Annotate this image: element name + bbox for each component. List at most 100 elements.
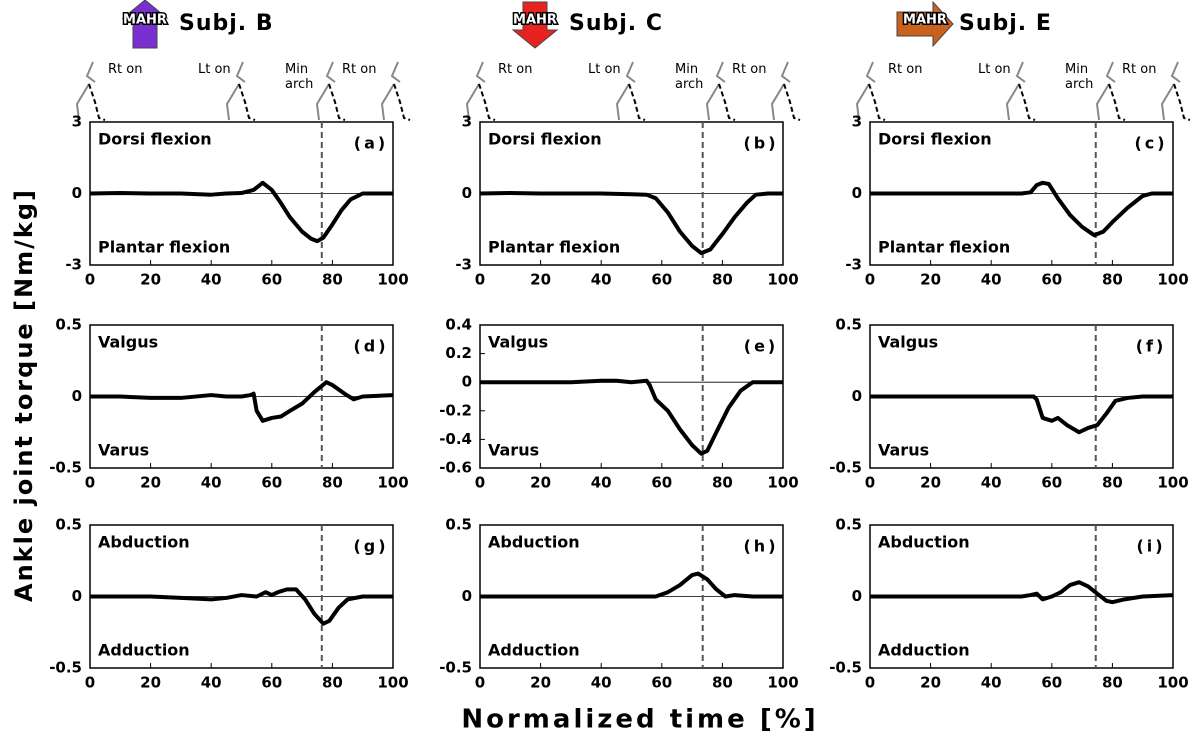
plot-frame: [479, 324, 784, 469]
y-tick-label: 3: [72, 113, 82, 131]
x-tick-label: 40: [591, 474, 612, 492]
y-tick-label: 3: [852, 113, 862, 131]
panel-label: (h): [743, 537, 778, 556]
upper-label: Valgus: [488, 333, 548, 352]
x-tick-label: 60: [651, 271, 672, 289]
x-tick-label: 80: [712, 271, 733, 289]
y-tick-label: -0.6: [439, 459, 472, 477]
x-tick-label: 20: [920, 474, 941, 492]
x-axis-label: Normalized time [%]: [461, 705, 818, 735]
x-tick-label: 60: [1041, 271, 1062, 289]
stick-figure: [1005, 61, 1026, 121]
x-tick-label: 100: [767, 674, 798, 692]
panel-label: (a): [354, 134, 388, 153]
x-tick-label: 20: [920, 271, 941, 289]
x-tick-label: 80: [1102, 474, 1123, 492]
x-tick-label: 0: [475, 674, 485, 692]
upper-label: Abduction: [98, 533, 190, 552]
y-tick-label: 0.4: [445, 316, 472, 334]
x-tick-label: 20: [530, 474, 551, 492]
x-tick-label: 60: [261, 271, 282, 289]
data-line: [90, 380, 394, 423]
stick-figure: [770, 61, 791, 121]
lower-label: Varus: [878, 441, 929, 460]
x-tick-label: 0: [85, 474, 95, 492]
x-tick-label: 60: [651, 674, 672, 692]
panel-label: (c): [1134, 134, 1167, 153]
y-tick-label: -0.2: [439, 401, 472, 419]
stick-figure: [238, 83, 256, 121]
phase-label: Min arch: [1065, 62, 1094, 92]
x-tick-label: 20: [140, 474, 161, 492]
y-tick-label: 0.5: [835, 516, 862, 534]
data-line: [480, 571, 783, 599]
x-tick-label: 80: [712, 474, 733, 492]
y-tick-label: 0: [462, 184, 472, 202]
x-tick-label: 80: [322, 271, 343, 289]
stick-figure: [380, 61, 401, 121]
phase-label: Min arch: [675, 62, 704, 92]
panel-label: (g): [353, 537, 388, 556]
x-tick-label: 60: [1041, 474, 1062, 492]
y-tick-label: 0: [72, 587, 82, 605]
y-tick-label: 0: [72, 387, 82, 405]
lower-label: Varus: [488, 441, 539, 460]
lower-label: Adduction: [98, 641, 190, 660]
x-tick-label: 80: [1102, 271, 1123, 289]
x-tick-label: 0: [475, 271, 485, 289]
mahr-icon-text: MAHR: [123, 13, 167, 28]
upper-label: Abduction: [488, 533, 580, 552]
x-tick-label: 60: [261, 474, 282, 492]
y-tick-label: 0: [852, 184, 862, 202]
y-tick-label: -3: [845, 256, 862, 274]
phase-label: Lt on: [588, 62, 621, 77]
x-tick-label: 40: [981, 474, 1002, 492]
lower-label: Plantar flexion: [488, 238, 620, 257]
x-tick-label: 20: [140, 674, 161, 692]
y-tick-label: -0.5: [439, 659, 472, 677]
x-tick-label: 0: [85, 271, 95, 289]
x-tick-label: 100: [1157, 271, 1188, 289]
y-tick-label: 0: [462, 587, 472, 605]
x-tick-label: 20: [530, 271, 551, 289]
data-line: [480, 378, 783, 456]
phase-label: Rt on: [732, 62, 767, 77]
upper-label: Valgus: [98, 333, 158, 352]
x-tick-label: 80: [1102, 674, 1123, 692]
x-tick-label: 40: [591, 271, 612, 289]
upper-label: Valgus: [878, 333, 938, 352]
y-axis-label: Ankle joint torque [Nm/kg]: [10, 188, 38, 602]
y-tick-label: -0.4: [439, 430, 472, 448]
upper-label: Abduction: [878, 533, 970, 552]
phase-label: Rt on: [342, 62, 377, 77]
x-tick-label: 0: [475, 474, 485, 492]
stick-figure: [718, 83, 736, 121]
x-tick-label: 40: [201, 474, 222, 492]
stick-figure: [1160, 61, 1181, 121]
x-tick-label: 100: [377, 674, 408, 692]
stick-figure: [1173, 83, 1191, 121]
x-tick-label: 40: [981, 674, 1002, 692]
y-tick-label: 3: [462, 113, 472, 131]
stick-figure: [868, 83, 886, 121]
data-line: [89, 180, 393, 244]
y-tick-label: -0.5: [829, 459, 862, 477]
panel-label: (e): [744, 337, 778, 356]
x-tick-label: 0: [865, 674, 875, 692]
x-tick-label: 0: [865, 271, 875, 289]
lower-label: Plantar flexion: [878, 238, 1010, 257]
data-line: [870, 394, 1173, 435]
phase-label: Min arch: [285, 62, 314, 92]
x-tick-label: 100: [767, 271, 798, 289]
phase-label: Rt on: [888, 62, 923, 77]
phase-label: Rt on: [498, 62, 533, 77]
y-tick-label: 0: [462, 373, 472, 391]
phase-label: Lt on: [978, 62, 1011, 77]
phase-label: Rt on: [1122, 62, 1157, 77]
mahr-icon-text: MAHR: [903, 13, 947, 28]
panel-label: (i): [1136, 537, 1165, 556]
upper-label: Dorsi flexion: [488, 130, 602, 149]
stick-figure: [315, 61, 336, 121]
phase-label: Lt on: [198, 62, 231, 77]
